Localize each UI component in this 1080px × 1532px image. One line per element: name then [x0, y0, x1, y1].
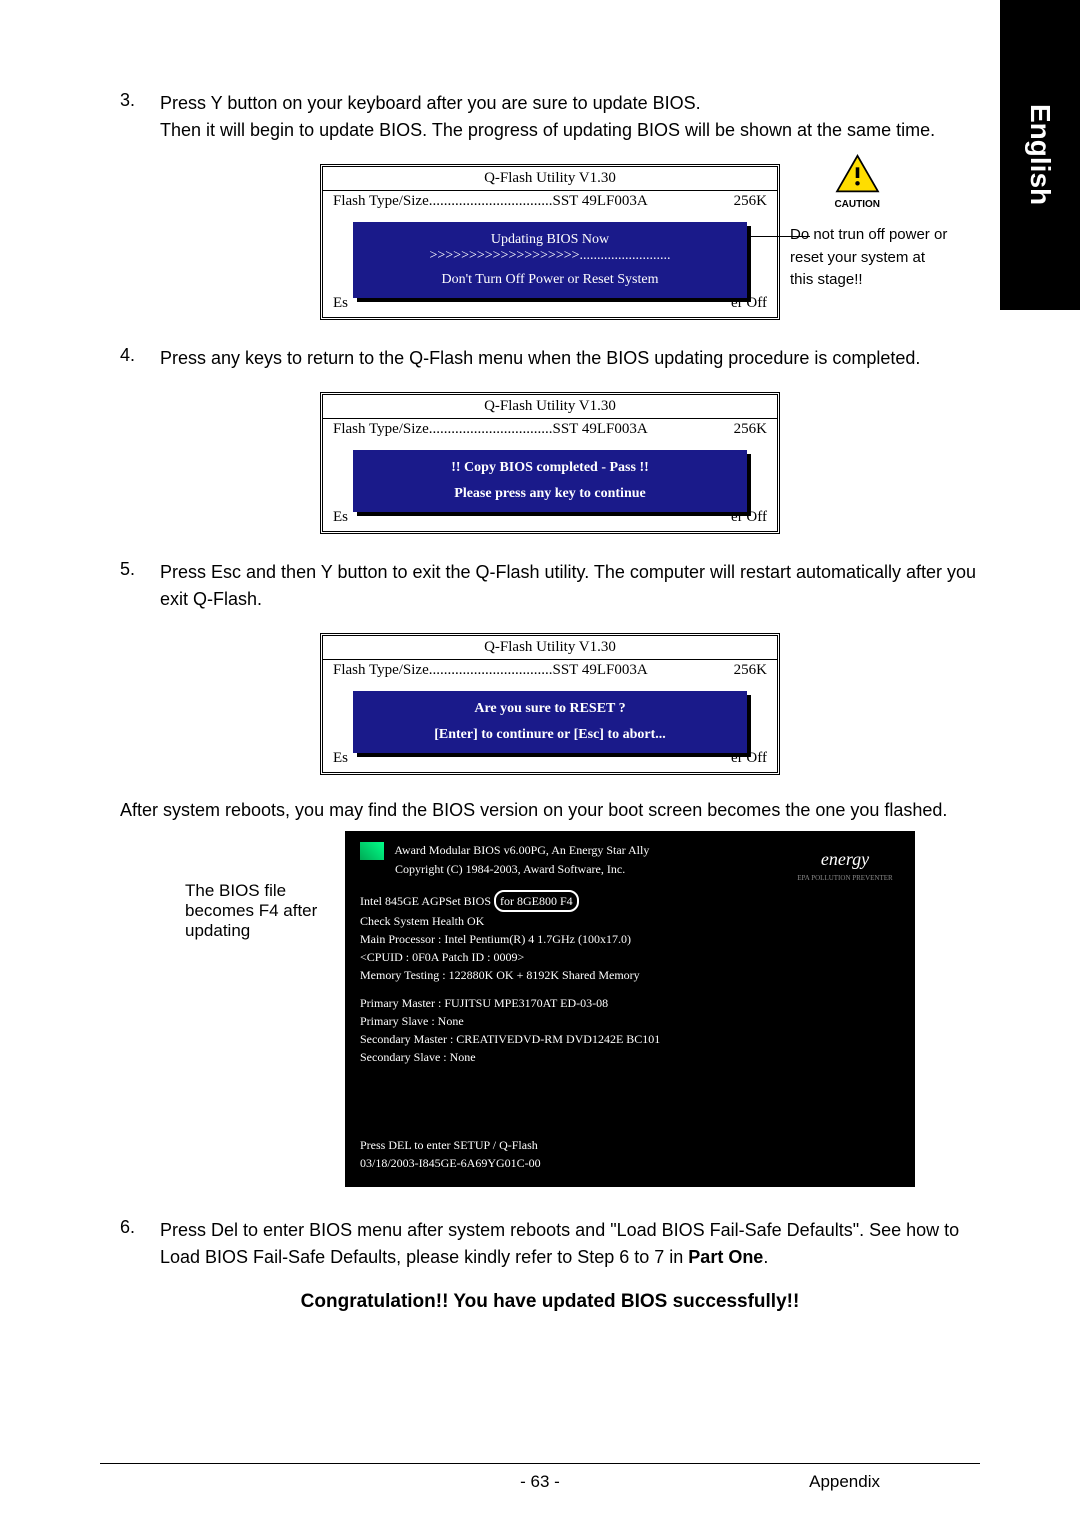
congrats-text: Congratulation!! You have updated BIOS s…: [120, 1291, 980, 1313]
esc-2: Es: [333, 509, 348, 526]
step-5-num: 5.: [120, 559, 160, 580]
esc-3: Es: [333, 750, 348, 767]
energy-text: energy: [790, 846, 900, 873]
boot-bottom1: Press DEL to enter SETUP / Q-Flash: [360, 1136, 900, 1154]
qflash-inner-3: Are you sure to RESET ? [Enter] to conti…: [353, 691, 747, 753]
step-3-num: 3.: [120, 90, 160, 111]
boot-line1a: Intel 845GE AGPSet BIOS: [360, 894, 494, 908]
step-3: 3. Press Y button on your keyboard after…: [120, 90, 980, 144]
after-reboot-text: After system reboots, you may find the B…: [120, 800, 980, 821]
page-footer: - 63 - Appendix: [100, 1463, 980, 1492]
copy-pass: !! Copy BIOS completed - Pass !!: [363, 460, 737, 476]
qflash-inner-2: !! Copy BIOS completed - Pass !! Please …: [353, 450, 747, 512]
boot-line5: Memory Testing : 122880K OK + 8192K Shar…: [360, 966, 900, 984]
boot-line4: <CPUID : 0F0A Patch ID : 0009>: [360, 948, 900, 966]
caution-icon: [835, 154, 880, 194]
qflash-box-3: Q-Flash Utility V1.30 Flash Type/Size...…: [320, 633, 780, 775]
step-3-line2: Then it will begin to update BIOS. The p…: [160, 120, 935, 140]
step-6: 6. Press Del to enter BIOS menu after sy…: [120, 1217, 980, 1271]
flash-size-2: 256K: [734, 421, 767, 438]
reset-options: [Enter] to continure or [Esc] to abort..…: [363, 727, 737, 743]
boot-line2: Check System Health OK: [360, 912, 900, 930]
energy-sub: EPA POLLUTION PREVENTER: [790, 873, 900, 884]
qflash-box-1-wrapper: Q-Flash Utility V1.30 Flash Type/Size...…: [320, 164, 780, 320]
esc-1: Es: [333, 295, 348, 312]
boot-line7: Primary Slave : None: [360, 1012, 900, 1030]
step-4-text: Press any keys to return to the Q-Flash …: [160, 345, 980, 372]
qflash-title-2: Q-Flash Utility V1.30: [323, 395, 777, 419]
qflash-row-2: Flash Type/Size.........................…: [323, 419, 777, 440]
qflash-title-3: Q-Flash Utility V1.30: [323, 636, 777, 660]
step-6-num: 6.: [120, 1217, 160, 1238]
boot-line8: Secondary Master : CREATIVEDVD-RM DVD124…: [360, 1030, 900, 1048]
flash-size-1: 256K: [734, 193, 767, 210]
main-content: 3. Press Y button on your keyboard after…: [0, 0, 1080, 1353]
footer-section: Appendix: [809, 1472, 880, 1492]
flash-size-3: 256K: [734, 662, 767, 679]
boot-wrapper: The BIOS file becomes F4 after updating …: [120, 831, 980, 1187]
caution-text: Do not trun off power or reset your syst…: [790, 224, 950, 292]
step-6-text: Press Del to enter BIOS menu after syste…: [160, 1217, 980, 1271]
flash-type-3: Flash Type/Size.........................…: [333, 662, 648, 679]
updating-line2: >>>>>>>>>>>>>>>>>>>.....................…: [363, 248, 737, 264]
page-number: - 63 -: [520, 1472, 560, 1492]
boot-screen: Award Modular BIOS v6.00PG, An Energy St…: [345, 831, 915, 1187]
press-key: Please press any key to continue: [363, 486, 737, 502]
flash-type-2: Flash Type/Size.........................…: [333, 421, 648, 438]
qflash-box-2: Q-Flash Utility V1.30 Flash Type/Size...…: [320, 392, 780, 534]
qflash-box-1: Q-Flash Utility V1.30 Flash Type/Size...…: [320, 164, 780, 320]
boot-line1: Intel 845GE AGPSet BIOS for 8GE800 F4: [360, 890, 900, 912]
step-5: 5. Press Esc and then Y button to exit t…: [120, 559, 980, 613]
updating-note: Don't Turn Off Power or Reset System: [363, 272, 737, 288]
boot-line6: Primary Master : FUJITSU MPE3170AT ED-03…: [360, 994, 900, 1012]
step-4: 4. Press any keys to return to the Q-Fla…: [120, 345, 980, 372]
step-5-text: Press Esc and then Y button to exit the …: [160, 559, 980, 613]
caution-box: CAUTION: [834, 154, 880, 210]
qflash-inner-1: Updating BIOS Now >>>>>>>>>>>>>>>>>>>...…: [353, 222, 747, 298]
reset-question: Are you sure to RESET ?: [363, 701, 737, 717]
caution-label: CAUTION: [834, 199, 880, 210]
award-logo-icon: [360, 842, 384, 860]
boot-line9: Secondary Slave : None: [360, 1048, 900, 1066]
boot-title1: Award Modular BIOS v6.00PG, An Energy St…: [394, 843, 649, 857]
bios-highlight: for 8GE800 F4: [494, 890, 579, 912]
qflash-title-1: Q-Flash Utility V1.30: [323, 167, 777, 191]
flash-type-1: Flash Type/Size.........................…: [333, 193, 648, 210]
boot-bottom2: 03/18/2003-I845GE-6A69YG01C-00: [360, 1154, 900, 1172]
step-3-text: Press Y button on your keyboard after yo…: [160, 90, 980, 144]
step-4-num: 4.: [120, 345, 160, 366]
boot-title2: Copyright (C) 1984-2003, Award Software,…: [395, 862, 625, 876]
qflash-row-3: Flash Type/Size.........................…: [323, 660, 777, 681]
boot-label: The BIOS file becomes F4 after updating: [185, 881, 345, 941]
language-tab: English: [1000, 0, 1080, 310]
energy-logo: energy EPA POLLUTION PREVENTER: [790, 846, 900, 884]
updating-line1: Updating BIOS Now: [363, 232, 737, 248]
qflash-row-1: Flash Type/Size.........................…: [323, 191, 777, 212]
step-3-line1: Press Y button on your keyboard after yo…: [160, 93, 701, 113]
language-tab-text: English: [1024, 104, 1056, 205]
boot-line3: Main Processor : Intel Pentium(R) 4 1.7G…: [360, 930, 900, 948]
